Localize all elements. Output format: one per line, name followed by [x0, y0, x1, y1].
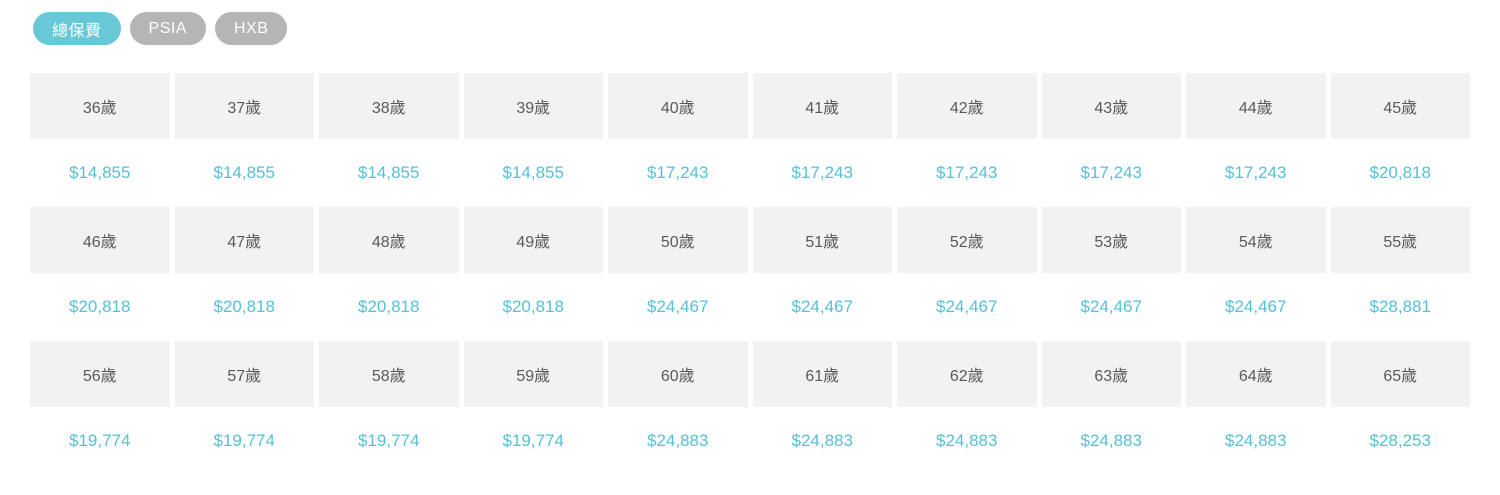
age-header-cell: 52歲 — [897, 207, 1037, 273]
premium-value-cell: $17,243 — [1186, 140, 1326, 206]
tab-psia[interactable]: PSIA — [129, 12, 206, 45]
premium-value-cell: $28,881 — [1330, 274, 1470, 340]
premium-value-cell: $28,253 — [1330, 408, 1470, 474]
premium-value-cell: $14,855 — [463, 140, 603, 206]
premium-value-cell: $20,818 — [319, 274, 459, 340]
age-header-cell: 41歲 — [752, 73, 892, 139]
age-header-cell: 61歲 — [752, 341, 892, 407]
premium-value-cell: $20,818 — [30, 274, 170, 340]
premium-value-cell: $17,243 — [608, 140, 748, 206]
age-header-cell: 39歲 — [463, 73, 603, 139]
age-header-cell: 44歲 — [1186, 73, 1326, 139]
premium-value-cell: $20,818 — [1330, 140, 1470, 206]
premium-value-cell: $24,883 — [608, 408, 748, 474]
age-header-cell: 59歲 — [463, 341, 603, 407]
premium-value-cell: $24,467 — [1041, 274, 1181, 340]
premium-value-cell: $14,855 — [174, 140, 314, 206]
premium-value-cell: $19,774 — [463, 408, 603, 474]
age-header-cell: 50歲 — [608, 207, 748, 273]
age-header-cell: 46歲 — [30, 207, 170, 273]
age-header-cell: 53歲 — [1041, 207, 1181, 273]
age-header-cell: 54歲 — [1186, 207, 1326, 273]
age-header-cell: 40歲 — [608, 73, 748, 139]
premium-value-cell: $20,818 — [174, 274, 314, 340]
premium-value-cell: $14,855 — [319, 140, 459, 206]
age-header-cell: 57歲 — [174, 341, 314, 407]
premium-value-cell: $19,774 — [30, 408, 170, 474]
age-header-cell: 62歲 — [897, 341, 1037, 407]
age-header-cell: 51歲 — [752, 207, 892, 273]
age-header-cell: 56歲 — [30, 341, 170, 407]
age-header-cell: 43歲 — [1041, 73, 1181, 139]
age-header-cell: 47歲 — [174, 207, 314, 273]
premium-value-cell: $14,855 — [30, 140, 170, 206]
age-header-cell: 45歲 — [1330, 73, 1470, 139]
age-header-cell: 60歲 — [608, 341, 748, 407]
age-header-cell: 58歲 — [319, 341, 459, 407]
premium-value-cell: $24,467 — [752, 274, 892, 340]
premium-value-cell: $24,467 — [897, 274, 1037, 340]
tab-bar: 總保費 PSIA HXB — [33, 12, 288, 45]
age-header-cell: 42歲 — [897, 73, 1037, 139]
age-header-cell: 55歲 — [1330, 207, 1470, 273]
age-header-cell: 65歲 — [1330, 341, 1470, 407]
age-header-cell: 64歲 — [1186, 341, 1326, 407]
premium-value-cell: $17,243 — [897, 140, 1037, 206]
age-header-cell: 36歲 — [30, 73, 170, 139]
age-header-cell: 49歲 — [463, 207, 603, 273]
premium-value-cell: $24,883 — [1186, 408, 1326, 474]
age-header-cell: 37歲 — [174, 73, 314, 139]
premium-value-cell: $17,243 — [752, 140, 892, 206]
premium-value-cell: $24,883 — [752, 408, 892, 474]
premium-value-cell: $20,818 — [463, 274, 603, 340]
premium-value-cell: $19,774 — [174, 408, 314, 474]
premium-value-cell: $17,243 — [1041, 140, 1181, 206]
premium-value-cell: $24,467 — [608, 274, 748, 340]
premium-value-cell: $24,467 — [1186, 274, 1326, 340]
premium-value-cell: $19,774 — [319, 408, 459, 474]
tab-total-premium[interactable]: 總保費 — [33, 12, 121, 45]
age-header-cell: 38歲 — [319, 73, 459, 139]
premium-table: 36歲 37歲 38歲 39歲 40歲 41歲 42歲 43歲 44歲 45歲 $14,855 $14… — [30, 73, 1470, 474]
premium-value-cell: $24,883 — [1041, 408, 1181, 474]
age-header-cell: 63歲 — [1041, 341, 1181, 407]
premium-value-cell: $24,883 — [897, 408, 1037, 474]
tab-hxb[interactable]: HXB — [214, 12, 288, 45]
age-header-cell: 48歲 — [319, 207, 459, 273]
